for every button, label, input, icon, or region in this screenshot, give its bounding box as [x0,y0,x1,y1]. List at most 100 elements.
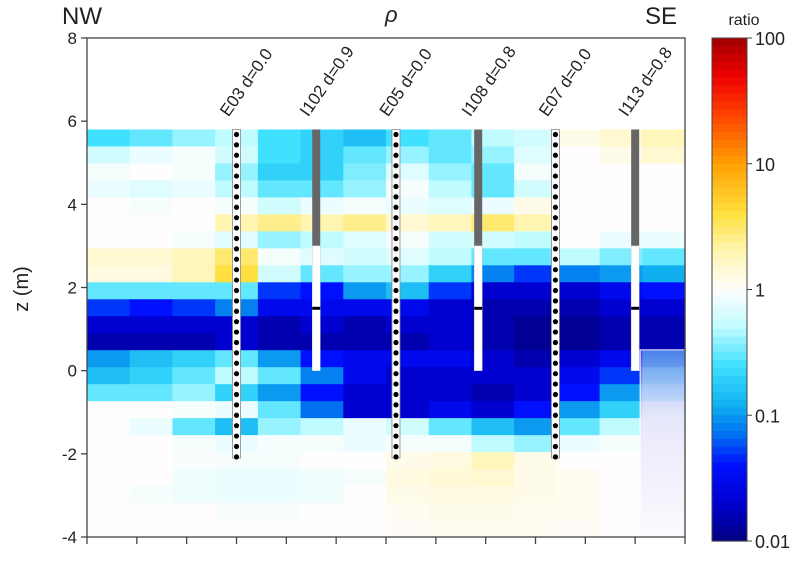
colorbar-segment [712,163,747,173]
electrode-casing [232,129,241,459]
heatmap-cell [300,486,344,504]
electrode-dot [393,350,399,356]
heatmap-cell [556,146,601,165]
heatmap-cell [428,180,473,198]
heatmap-cell [343,435,387,453]
heatmap-cell [471,180,515,198]
colorbar-segment [712,399,747,408]
heatmap-cell [556,214,601,232]
colorbar-segment [712,45,747,55]
heatmap-cell [129,129,174,148]
heatmap-cell [471,452,515,470]
electrode-dot [393,235,399,242]
heatmap-cell [343,248,387,266]
heatmap-cell [642,180,686,198]
heatmap-cell [172,282,216,300]
heatmap-cell [428,435,473,453]
y-tick-label: -2 [62,445,77,464]
heatmap-cell [215,486,259,504]
heatmap-cell [599,503,643,521]
colorbar-segment [712,85,747,94]
heatmap-cell [599,435,643,453]
electrode-dot [233,142,240,148]
masked-region [639,349,686,538]
colorbar-segment [712,108,747,118]
colorbar-segment [712,407,747,416]
electrode-dot [233,360,240,366]
heatmap-cell [343,503,387,521]
heatmap-cell [556,520,601,538]
electrode-dot [552,215,559,221]
colorbar-segment [712,61,747,71]
electrode-dot [552,371,559,377]
electrode-dot [233,246,240,252]
colorbar-segment [712,226,747,236]
electrode-casing [551,129,560,459]
heatmap-cell [514,197,558,215]
colorbar-segment [712,470,747,479]
heatmap-cell [428,316,473,334]
colorbar-segment [712,38,747,47]
electrode-dot [233,423,240,429]
heatmap-cell [642,214,686,232]
electrode-dot [233,454,240,460]
well-label: E07 d=0.0 [535,45,595,120]
colorbar-segment [712,383,747,393]
electrode-dot [552,204,559,210]
electrode-dot [393,371,399,377]
heatmap-cell [129,401,174,419]
electrode-dot [552,391,559,398]
electrode-dot [233,412,240,418]
electrode-dot [233,215,240,221]
heatmap-cell [257,503,302,521]
heatmap-cell [129,384,174,402]
heatmap-cell [129,163,174,182]
electrode-dot [233,277,240,283]
heatmap-cell [257,486,302,504]
heatmap-cell [471,197,515,215]
heatmap-cell [514,435,558,453]
heatmap-cell [343,401,387,419]
heatmap-cell [172,401,216,419]
well-label: E05 d=0.0 [376,45,436,120]
heatmap-cell [257,367,302,385]
heatmap-cell [471,231,515,249]
heatmap-cell [514,503,558,521]
heatmap-cell [556,401,601,419]
heatmap-cell [556,163,601,182]
electrode-dot [233,371,240,377]
heatmap-cell [428,520,473,538]
heatmap-cell [471,503,515,521]
electrode-dot [233,339,240,346]
heatmap-cell [514,367,558,385]
heatmap-cell [343,486,387,504]
heatmap-cell [87,316,131,334]
axes: 8 6 4 2 0 -2 -4 [62,29,686,547]
heatmap-cell [129,503,174,521]
heatmap-cell [129,265,174,283]
electrode-dot [552,308,559,314]
heatmap-cell [215,503,259,521]
heatmap-cell [343,180,387,198]
heatmap-cell [300,435,344,453]
colorbar-segment [712,140,747,149]
heatmap-cell [556,350,601,368]
heatmap-cell [87,452,131,470]
heatmap-cell [87,146,131,165]
well-casing [631,129,640,246]
heatmap-cell [556,265,601,283]
electrode-dot [552,142,559,148]
electrode-dot [393,152,399,158]
heatmap-cell [257,350,302,368]
heatmap-cell [172,163,216,182]
heatmap-cell [343,333,387,351]
electrode-dot [393,131,399,138]
heatmap-cell [300,282,344,300]
heatmap-cell [428,163,473,182]
heatmap-cell [343,384,387,402]
colorbar-segment [712,69,747,78]
electrode-dot [552,152,559,158]
heatmap-cell [471,418,515,436]
heatmap-cell [343,197,387,215]
heatmap-cell [129,316,174,334]
